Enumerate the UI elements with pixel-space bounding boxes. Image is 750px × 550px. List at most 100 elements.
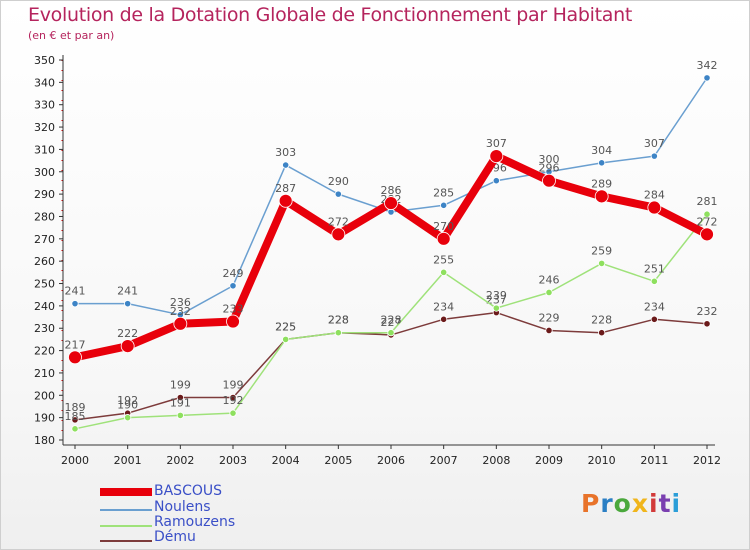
data-point-bascous bbox=[489, 149, 504, 164]
logo-letter: i bbox=[649, 489, 659, 518]
data-point-ramouzens bbox=[124, 414, 132, 422]
data-point-ramouzens bbox=[282, 335, 290, 344]
y-tick-label: 190 bbox=[34, 412, 55, 425]
x-tick-label: 2012 bbox=[693, 454, 721, 467]
logo-letter: i bbox=[671, 489, 682, 518]
x-tick-label: 2009 bbox=[535, 454, 563, 467]
data-label-bascous: 272 bbox=[328, 215, 349, 228]
data-label-ramouzens: 185 bbox=[65, 410, 86, 423]
data-label-demu: 229 bbox=[539, 311, 560, 324]
data-label-noulens: 290 bbox=[328, 175, 349, 188]
data-point-ramouzens bbox=[176, 411, 184, 420]
data-label-ramouzens: 228 bbox=[328, 314, 349, 327]
data-label-demu: 199 bbox=[170, 379, 191, 392]
y-tick-label: 210 bbox=[34, 367, 55, 380]
legend-label-noulens: Noulens bbox=[154, 499, 211, 515]
data-label-demu: 232 bbox=[697, 305, 718, 318]
x-tick-label: 2004 bbox=[272, 454, 300, 467]
data-point-demu bbox=[598, 329, 606, 337]
legend-label-bascous: BASCOUS bbox=[154, 483, 222, 499]
data-point-ramouzens bbox=[334, 329, 342, 337]
x-tick-label: 2005 bbox=[324, 454, 352, 467]
data-point-demu bbox=[229, 393, 237, 402]
data-label-noulens: 249 bbox=[223, 267, 244, 280]
data-label-noulens: 307 bbox=[644, 137, 665, 150]
x-tick-label: 2008 bbox=[482, 454, 510, 467]
data-label-bascous: 232 bbox=[170, 305, 191, 318]
data-label-bascous: 284 bbox=[644, 189, 665, 202]
logo-letter: o bbox=[613, 489, 632, 518]
data-label-noulens: 303 bbox=[275, 146, 296, 159]
data-point-bascous bbox=[436, 231, 451, 246]
logo-letter: t bbox=[658, 489, 672, 518]
data-point-ramouzens bbox=[492, 304, 500, 312]
data-point-ramouzens bbox=[703, 210, 711, 218]
data-point-bascous bbox=[173, 316, 188, 331]
data-point-bascous bbox=[120, 339, 135, 354]
data-label-demu: 189 bbox=[65, 401, 86, 414]
data-point-bascous bbox=[647, 200, 662, 215]
data-label-bascous: 270 bbox=[433, 220, 454, 233]
data-point-bascous bbox=[226, 314, 240, 329]
y-tick-label: 250 bbox=[34, 278, 55, 291]
data-label-ramouzens: 225 bbox=[275, 320, 296, 333]
data-label-bascous: 287 bbox=[275, 182, 296, 195]
y-tick-label: 280 bbox=[34, 210, 55, 223]
x-tick-label: 2011 bbox=[640, 454, 668, 467]
y-tick-label: 240 bbox=[34, 300, 55, 313]
data-point-noulens bbox=[229, 282, 237, 290]
data-point-bascous bbox=[384, 196, 398, 210]
x-tick-label: 2006 bbox=[377, 454, 405, 467]
x-tick-label: 2001 bbox=[114, 454, 142, 467]
data-label-demu: 234 bbox=[644, 300, 665, 313]
data-label-demu: 228 bbox=[328, 314, 349, 327]
data-label-noulens: 304 bbox=[591, 144, 612, 157]
data-point-bascous bbox=[68, 350, 82, 365]
data-label-noulens: 236 bbox=[170, 296, 191, 309]
data-label-demu: 225 bbox=[275, 320, 296, 333]
data-point-bascous bbox=[278, 193, 293, 208]
data-point-ramouzens bbox=[650, 277, 658, 285]
data-label-noulens: 285 bbox=[433, 186, 454, 199]
data-label-bascous: 222 bbox=[117, 327, 138, 340]
chart-title: Evolution de la Dotation Globale de Fonc… bbox=[28, 4, 633, 26]
x-tick-label: 2002 bbox=[166, 454, 194, 467]
y-tick-label: 350 bbox=[34, 54, 55, 67]
data-label-bascous: 217 bbox=[65, 338, 86, 351]
legend-swatch-noulens bbox=[100, 509, 152, 511]
y-tick-label: 230 bbox=[34, 322, 55, 335]
data-point-ramouzens bbox=[545, 288, 553, 297]
data-label-noulens: 241 bbox=[117, 285, 138, 298]
x-tick-label: 2000 bbox=[61, 454, 89, 467]
data-label-ramouzens: 255 bbox=[433, 253, 454, 266]
data-label-ramouzens: 191 bbox=[170, 396, 191, 409]
y-tick-label: 320 bbox=[34, 121, 55, 134]
data-point-bascous bbox=[700, 227, 714, 242]
data-label-ramouzens: 239 bbox=[486, 289, 507, 302]
data-label-ramouzens: 259 bbox=[591, 244, 612, 257]
data-label-bascous: 296 bbox=[539, 162, 560, 175]
logo-letter: r bbox=[600, 489, 614, 518]
x-tick-label: 2007 bbox=[430, 454, 458, 467]
data-point-noulens bbox=[703, 74, 711, 82]
data-label-demu: 237 bbox=[486, 294, 507, 307]
data-point-ramouzens bbox=[71, 425, 79, 433]
data-label-ramouzens: 281 bbox=[697, 195, 718, 208]
legend-swatch-bascous bbox=[100, 488, 152, 496]
data-point-noulens bbox=[71, 300, 79, 308]
data-point-noulens bbox=[492, 177, 500, 185]
data-point-ramouzens bbox=[229, 409, 237, 417]
data-point-noulens bbox=[598, 159, 606, 167]
x-tick-label: 2003 bbox=[219, 454, 247, 467]
y-tick-label: 340 bbox=[34, 76, 55, 89]
data-label-bascous: 286 bbox=[381, 184, 402, 197]
y-tick-label: 180 bbox=[34, 434, 55, 447]
logo-letter: P bbox=[581, 489, 601, 518]
data-label-demu: 234 bbox=[433, 300, 454, 313]
data-point-demu bbox=[650, 315, 658, 323]
data-point-ramouzens bbox=[598, 259, 606, 268]
data-label-demu: 199 bbox=[223, 379, 244, 392]
data-point-demu bbox=[703, 320, 711, 328]
data-label-noulens: 342 bbox=[697, 59, 718, 72]
